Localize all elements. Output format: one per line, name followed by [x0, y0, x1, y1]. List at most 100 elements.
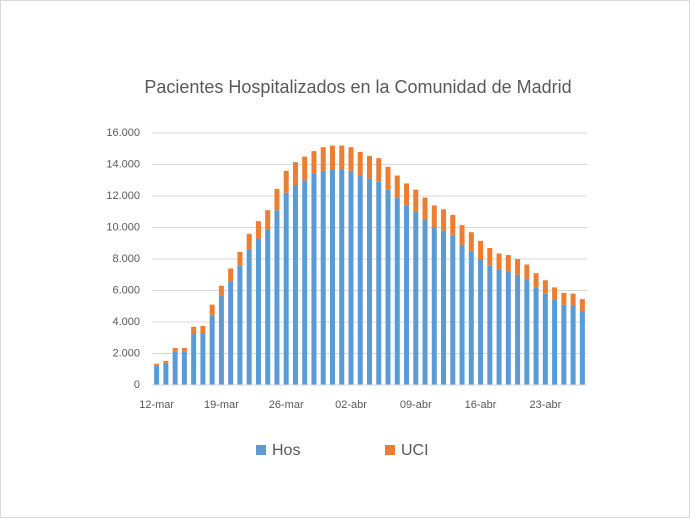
bar-segment: [524, 264, 530, 280]
bar-segment: [468, 251, 474, 385]
bar-segment: [579, 310, 585, 385]
bar-segment: [376, 181, 382, 385]
bar-segment: [228, 281, 234, 385]
bar-segment: [191, 326, 197, 334]
x-tick-label: 12-mar: [139, 399, 174, 411]
bar-segment: [524, 279, 530, 385]
bar-segment: [533, 273, 539, 288]
bar-segment: [478, 240, 484, 259]
bar-segment: [348, 147, 354, 171]
bar-segment: [237, 265, 243, 385]
bar-segment: [228, 268, 234, 282]
y-tick-label: 4.000: [112, 316, 140, 328]
bar-segment: [367, 178, 372, 385]
bar-segment: [163, 360, 169, 363]
bar-segment: [154, 363, 160, 366]
bar-segment: [255, 238, 261, 385]
bar-segment: [413, 211, 419, 385]
bar-segment: [468, 232, 474, 252]
bar-segment: [302, 180, 308, 385]
x-tick-label: 09-abr: [400, 399, 432, 411]
bar-segment: [431, 205, 437, 228]
bar-segment: [329, 169, 335, 385]
bar-segment: [376, 158, 382, 182]
bar-segment: [431, 227, 437, 385]
bar-segment: [515, 274, 521, 385]
bar-segment: [570, 305, 576, 385]
bar-segment: [515, 259, 521, 275]
legend-label: UCI: [401, 442, 429, 459]
bar-segment: [505, 255, 511, 272]
bar-segment: [413, 189, 419, 212]
bar-segment: [292, 162, 298, 185]
bar-segment: [487, 247, 493, 266]
bar-segment: [172, 347, 178, 352]
bar-segment: [292, 184, 298, 385]
bar-segment: [441, 209, 447, 231]
x-tick-label: 16-abr: [465, 399, 497, 411]
bar-segment: [163, 362, 169, 385]
bar-segment: [505, 271, 511, 385]
bar-segment: [496, 270, 502, 385]
bar-segment: [218, 285, 224, 296]
bar-segment: [552, 287, 558, 300]
bar-segment: [191, 333, 197, 385]
bar-segment: [218, 295, 224, 385]
bar-segment: [542, 293, 548, 385]
bar-segment: [209, 304, 215, 316]
bar-segment: [200, 325, 206, 334]
bar-segment: [367, 155, 372, 179]
bar-segment: [255, 221, 261, 239]
bar-segment: [459, 225, 465, 245]
chart-title: Pacientes Hospitalizados en la Comunidad…: [144, 77, 571, 97]
y-tick-label: 10.000: [106, 221, 140, 233]
bar-segment: [339, 145, 345, 171]
bar-segment: [200, 333, 206, 385]
bar-segment: [348, 170, 354, 385]
bar-segment: [320, 170, 326, 385]
y-tick-label: 8.000: [112, 253, 140, 265]
y-tick-label: 6.000: [112, 284, 140, 296]
y-tick-label: 16.000: [106, 127, 140, 139]
bar-segment: [172, 351, 178, 385]
bar-segment: [311, 151, 317, 174]
bar-segment: [570, 293, 576, 306]
bar-segment: [246, 233, 252, 250]
bar-segment: [404, 183, 410, 206]
legend-swatch: [256, 445, 266, 455]
bar-segment: [209, 315, 215, 385]
bar-segment: [422, 197, 428, 220]
bar-segment: [181, 347, 187, 352]
bar-segment: [450, 235, 456, 385]
bar-segment: [579, 299, 585, 311]
bar-segment: [154, 365, 160, 385]
y-tick-label: 0: [134, 379, 140, 391]
bar-segment: [552, 299, 558, 385]
bar-segment: [478, 259, 484, 385]
bar-segment: [320, 147, 326, 171]
bar-segment: [283, 170, 289, 193]
bar-segment: [265, 210, 271, 230]
bar-segment: [533, 287, 539, 385]
bar-segment: [459, 244, 465, 385]
bar-segment: [422, 219, 428, 385]
bar-segment: [385, 166, 391, 190]
bar-segment: [394, 197, 400, 385]
bar-segment: [441, 230, 447, 385]
x-tick-label: 19-mar: [204, 399, 239, 411]
bar-segment: [246, 249, 252, 385]
bar-segment: [561, 292, 567, 305]
bar-segment: [302, 156, 308, 181]
bar-segment: [237, 251, 243, 266]
x-tick-label: 26-mar: [269, 399, 304, 411]
bar-segment: [450, 214, 456, 236]
bar-segment: [311, 173, 317, 385]
bar-segment: [487, 265, 493, 385]
bar-segment: [329, 145, 335, 170]
bar-segment: [394, 175, 400, 198]
bar-segment: [357, 151, 363, 176]
legend-swatch: [385, 445, 395, 455]
legend-label: Hos: [272, 442, 300, 459]
bar-segment: [561, 304, 567, 385]
